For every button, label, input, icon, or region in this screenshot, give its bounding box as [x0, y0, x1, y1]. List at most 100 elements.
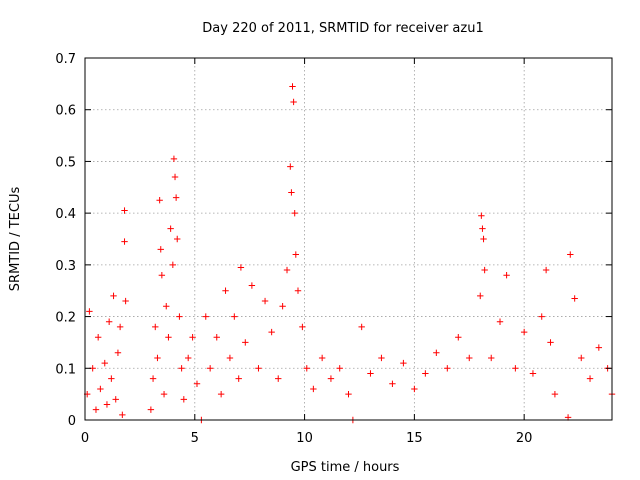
- y-tick-label: 0.6: [55, 104, 76, 119]
- data-point: [158, 272, 166, 279]
- data-point: [268, 328, 275, 336]
- data-point: [400, 359, 407, 367]
- data-point: [378, 354, 385, 362]
- data-point: [477, 292, 484, 300]
- data-point: [156, 197, 163, 204]
- data-point: [389, 380, 396, 387]
- data-point: [294, 287, 302, 294]
- data-point: [193, 380, 201, 387]
- data-point: [291, 209, 298, 217]
- x-tick-label: 15: [406, 431, 423, 446]
- data-point: [147, 406, 155, 413]
- y-tick-label: 0.5: [55, 155, 76, 170]
- data-point: [121, 207, 128, 214]
- data-point: [114, 349, 122, 356]
- data-point: [122, 297, 129, 305]
- data-point: [288, 189, 295, 196]
- data-point: [103, 401, 111, 408]
- data-point: [529, 370, 537, 377]
- data-point: [116, 323, 124, 331]
- x-tick-label: 20: [516, 431, 533, 446]
- data-point: [242, 339, 249, 346]
- data-point: [289, 83, 296, 90]
- data-point: [520, 328, 528, 336]
- data-point: [110, 292, 117, 300]
- data-point: [478, 212, 485, 219]
- data-point: [367, 370, 374, 377]
- data-point: [94, 334, 102, 341]
- x-tick-label: 5: [191, 431, 199, 446]
- data-point: [157, 246, 164, 253]
- data-point: [283, 266, 291, 274]
- data-point: [176, 313, 183, 320]
- data-point: [172, 194, 180, 201]
- data-point: [202, 313, 209, 320]
- data-point: [167, 225, 174, 232]
- data-point: [149, 375, 157, 382]
- data-point: [542, 266, 550, 274]
- data-point: [290, 98, 297, 106]
- data-point: [567, 251, 574, 258]
- data-point: [97, 385, 104, 393]
- data-point: [310, 385, 317, 393]
- data-point: [303, 365, 310, 372]
- data-point: [299, 323, 306, 331]
- data-point: [538, 313, 545, 320]
- data-point: [178, 365, 185, 372]
- data-point: [336, 365, 343, 372]
- data-point: [287, 163, 294, 170]
- chart-title: Day 220 of 2011, SRMTID for receiver azu…: [202, 21, 483, 36]
- data-point: [248, 282, 256, 289]
- data-point: [496, 318, 504, 325]
- data-point: [119, 411, 126, 419]
- x-tick-label: 0: [81, 431, 89, 446]
- data-point: [170, 155, 178, 163]
- data-point: [174, 235, 181, 243]
- data-point: [255, 365, 262, 372]
- data-point: [345, 390, 352, 398]
- data-point: [279, 303, 286, 310]
- axis-ticks: 0 0.1 0.2 0.3 0.4 0.5 0.6 0.7 0 5 10 15 20: [55, 52, 612, 446]
- data-point: [105, 318, 113, 325]
- data-point: [261, 297, 269, 305]
- data-point: [92, 406, 100, 413]
- data-point: [217, 390, 225, 398]
- data-point: [480, 235, 487, 243]
- data-point: [152, 323, 159, 331]
- data-point: [86, 308, 93, 315]
- data-point: [185, 354, 192, 362]
- data-points: [83, 83, 616, 424]
- data-point: [101, 359, 108, 367]
- data-point: [163, 303, 170, 310]
- data-point: [466, 354, 473, 362]
- data-point: [411, 385, 418, 393]
- y-tick-label: 0.7: [55, 52, 76, 67]
- data-point: [455, 334, 462, 341]
- x-axis-label: GPS time / hours: [291, 460, 400, 475]
- data-point: [231, 313, 238, 320]
- y-tick-label: 0: [68, 414, 76, 429]
- y-tick-label: 0.1: [55, 362, 76, 377]
- data-point: [481, 266, 488, 274]
- data-point: [226, 354, 234, 362]
- data-point: [503, 272, 510, 279]
- data-point: [213, 334, 220, 341]
- data-point: [165, 334, 172, 341]
- data-point: [551, 390, 559, 398]
- data-point: [112, 396, 119, 403]
- data-point: [235, 375, 242, 382]
- data-point: [512, 365, 519, 372]
- data-point: [222, 287, 229, 294]
- data-point: [422, 370, 429, 377]
- data-point: [154, 354, 161, 362]
- data-point: [358, 323, 365, 331]
- data-point: [488, 354, 495, 362]
- x-tick-label: 10: [296, 431, 313, 446]
- plot-frame: [84, 57, 613, 421]
- data-point: [275, 375, 282, 382]
- data-point: [237, 264, 245, 271]
- data-point: [586, 375, 594, 382]
- data-point: [160, 390, 168, 398]
- data-point: [479, 225, 486, 232]
- data-point: [206, 365, 214, 372]
